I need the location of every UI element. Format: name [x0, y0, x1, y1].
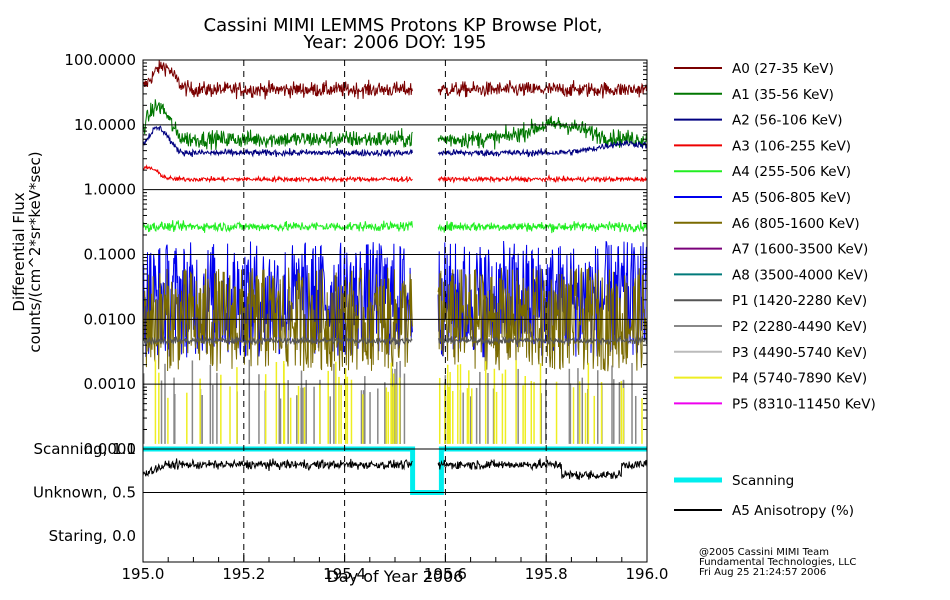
legend-label-12: P4 (5740-7890 KeV) [732, 371, 867, 387]
series-line-scanning [143, 446, 647, 495]
flux-y-tick-label-2: 1.0000 [84, 181, 137, 199]
flux-y-tick-label-3: 0.1000 [84, 246, 137, 264]
series-line-1-1 [437, 115, 648, 150]
legend-label-6: A6 (805-1600 KeV) [732, 216, 860, 232]
legend-label-10: P2 (2280-4490 KeV) [732, 319, 867, 335]
x-tick-label-5: 196.0 [626, 565, 669, 583]
legend-label-8: A8 (3500-4000 KeV) [732, 267, 868, 283]
y-axis-label-line2: counts/(cm^2*sr*keV*sec) [26, 151, 44, 352]
axes: 100.0000 10.0000 1.0000 0.1000 0.0100 0.0010 0… [33, 51, 669, 583]
legend-label-11: P3 (4490-5740 KeV) [732, 345, 867, 361]
legend-label-4: A4 (255-506 KeV) [732, 164, 851, 180]
legend-label-9: P1 (1420-2280 KeV) [732, 293, 867, 309]
series-line-1-0 [142, 99, 413, 150]
series-line-9-1 [438, 335, 648, 346]
series-line-0-1 [437, 80, 648, 99]
chart-title-line1: Cassini MIMI LEMMS Protons KP Browse Plo… [204, 15, 603, 36]
series-line-4-1 [437, 220, 648, 234]
chart-title-line2: Year: 2006 DOY: 195 [303, 32, 487, 53]
legend: A0 (27-35 KeV) A1 (35-56 KeV) A2 (56-106 K… [674, 61, 876, 519]
series-line-2-1 [437, 139, 648, 158]
legend-label-state-1: A5 Anisotropy (%) [732, 503, 854, 519]
flux-y-tick-label-1: 10.0000 [74, 116, 136, 134]
series-line-6-0 [142, 267, 413, 372]
flux-y-tick-label-6: 0.0001 [84, 440, 137, 458]
legend-label-3: A3 (106-255 KeV) [732, 138, 851, 154]
x-axis-label: Day of Year 2006 [327, 567, 464, 586]
series-line-15-0 [142, 458, 413, 478]
credits-line1: @2005 Cassini MIMI Team [699, 547, 829, 558]
legend-label-1: A1 (35-56 KeV) [732, 87, 834, 103]
state-y-tick-label-0: Scanning, 1.0 [33, 440, 136, 458]
y-axis-label-line1: Differential Flux [10, 192, 28, 311]
legend-label-state-0: Scanning [732, 473, 794, 489]
flux-y-tick-label-4: 0.0100 [84, 310, 137, 328]
legend-label-5: A5 (506-805 KeV) [732, 190, 851, 206]
flux-y-tick-label-5: 0.0010 [84, 375, 137, 393]
x-tick-label-4: 195.8 [525, 565, 568, 583]
series-line-0-0 [142, 60, 413, 100]
state-y-tick-label-1: Unknown, 0.5 [33, 484, 136, 502]
x-tick-label-2: 195.4 [323, 565, 366, 583]
series-line-4-0 [142, 220, 413, 233]
series-line-2-0 [142, 125, 413, 158]
x-tick-label-3: 195.6 [424, 565, 467, 583]
legend-label-13: P5 (8310-11450 KeV) [732, 396, 876, 412]
series-line-15-1 [437, 458, 648, 481]
x-tick-label-0: 195.0 [122, 565, 165, 583]
credits-line3: Fri Aug 25 21:24:57 2006 [699, 567, 826, 578]
series-line-6-1 [437, 267, 648, 372]
x-tick-label-1: 195.2 [222, 565, 265, 583]
legend-label-0: A0 (27-35 KeV) [732, 61, 834, 77]
state-y-tick-label-2: Staring, 0.0 [49, 527, 136, 545]
series-line-3-1 [437, 174, 647, 184]
series-line-3-0 [142, 164, 413, 184]
credits-line2: Fundamental Technologies, LLC [699, 557, 856, 568]
flux-y-tick-label-0: 100.0000 [64, 51, 136, 69]
legend-label-7: A7 (1600-3500 KeV) [732, 242, 868, 258]
series-line-9-0 [142, 335, 413, 346]
legend-label-2: A2 (56-106 KeV) [732, 113, 842, 129]
